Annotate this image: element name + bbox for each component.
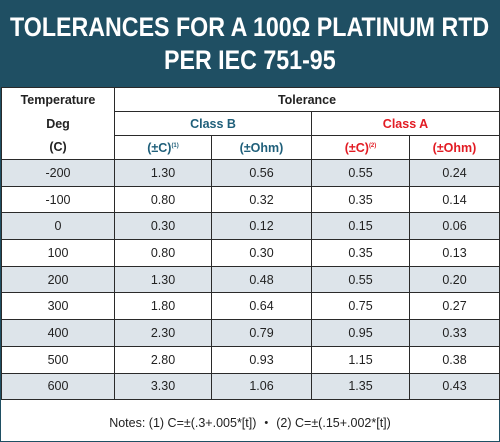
temperature-cell: 300	[1, 292, 115, 321]
class-a-ohm-cell: 0.43	[409, 372, 500, 401]
temperature-cell: 600	[1, 372, 115, 401]
class-b-celsius-cell: 2.30	[114, 319, 212, 347]
header-row-2: Deg Class B Class A	[1, 111, 500, 136]
class-a-celsius-cell: 1.35	[311, 372, 410, 401]
class-a-ohm-cell: 0.13	[409, 239, 500, 267]
class-a-ohm-cell: 0.24	[409, 159, 500, 187]
tolerance-table: Temperature Tolerance Deg Class B Class …	[1, 87, 500, 401]
class-a-celsius-cell: 0.15	[311, 212, 410, 241]
table-row: 500 2.80 0.93 1.15 0.38	[1, 345, 500, 374]
tolerance-header: Tolerance	[114, 87, 500, 112]
header-row-3: (C) (±C)(1) (±Ohm) (±C)(2) (±Ohm)	[1, 135, 500, 160]
class-b-celsius-cell: 1.80	[114, 292, 212, 321]
table-row: -200 1.30 0.56 0.55 0.24	[1, 159, 500, 187]
class-b-celsius-cell: 1.30	[114, 265, 212, 294]
temperature-cell: 100	[1, 239, 115, 267]
temperature-header-line-3: (C)	[1, 135, 115, 160]
temperature-cell: 200	[1, 265, 115, 294]
class-b-ohm-cell: 0.30	[211, 239, 312, 267]
temperature-cell: -100	[1, 185, 115, 214]
class-b-celsius-cell: 0.30	[114, 212, 212, 241]
title-line-2: PER IEC 751-95	[164, 45, 336, 75]
class-b-note-marker: (1)	[171, 142, 179, 149]
class-b-ohm-cell: 1.06	[211, 372, 312, 401]
class-b-celsius-cell: 1.30	[114, 159, 212, 187]
table-row: 0 0.30 0.12 0.15 0.06	[1, 212, 500, 241]
class-b-ohm-cell: 0.79	[211, 319, 312, 347]
class-a-ohm-cell: 0.14	[409, 185, 500, 214]
note-2: (2) C=±(.15+.002*[t])	[276, 416, 391, 430]
table-row: 100 0.80 0.30 0.35 0.13	[1, 239, 500, 267]
class-a-celsius-cell: 1.15	[311, 345, 410, 374]
table-notes: Notes: (1) C=±(.3+.005*[t]) • (2) C=±(.1…	[1, 405, 499, 441]
note-separator: •	[264, 417, 269, 429]
note-1: Notes: (1) C=±(.3+.005*[t])	[109, 416, 257, 430]
class-b-ohm-cell: 0.56	[211, 159, 312, 187]
class-a-ohm-cell: 0.27	[409, 292, 500, 321]
temperature-cell: -200	[1, 159, 115, 187]
class-a-ohm-cell: 0.38	[409, 345, 500, 374]
table-row: 200 1.30 0.48 0.55 0.20	[1, 265, 500, 294]
temperature-cell: 400	[1, 319, 115, 347]
class-b-ohm-cell: 0.32	[211, 185, 312, 214]
temperature-cell: 500	[1, 345, 115, 374]
temperature-header-line-2: Deg	[1, 111, 115, 136]
class-b-celsius-header: (±C)(1)	[114, 135, 212, 160]
temperature-cell: 0	[1, 212, 115, 241]
class-a-ohm-cell: 0.20	[409, 265, 500, 294]
title-banner: TOLERANCES FOR A 100Ω PLATINUM RTD PER I…	[1, 1, 499, 87]
table-row: 600 3.30 1.06 1.35 0.43	[1, 372, 500, 401]
class-b-celsius-cell: 0.80	[114, 239, 212, 267]
class-b-ohm-cell: 0.64	[211, 292, 312, 321]
table-row: 300 1.80 0.64 0.75 0.27	[1, 292, 500, 321]
class-b-celsius-cell: 3.30	[114, 372, 212, 401]
class-b-ohm-cell: 0.12	[211, 212, 312, 241]
class-a-ohm-header: (±Ohm)	[409, 135, 500, 160]
class-a-note-marker: (2)	[368, 142, 377, 149]
class-a-celsius-header: (±C)(2)	[311, 135, 410, 160]
class-b-ohm-cell: 0.93	[211, 345, 312, 374]
table-row: -100 0.80 0.32 0.35 0.14	[1, 185, 500, 214]
title-line-1: TOLERANCES FOR A 100Ω PLATINUM RTD	[10, 12, 490, 42]
class-a-celsius-cell: 0.55	[311, 265, 410, 294]
class-b-ohm-header: (±Ohm)	[211, 135, 312, 160]
header-row-1: Temperature Tolerance	[1, 87, 500, 112]
class-a-celsius-cell: 0.35	[311, 239, 410, 267]
table-row: 400 2.30 0.79 0.95 0.33	[1, 319, 500, 347]
class-b-ohm-cell: 0.48	[211, 265, 312, 294]
class-a-celsius-cell: 0.75	[311, 292, 410, 321]
class-b-celsius-cell: 0.80	[114, 185, 212, 214]
class-a-celsius-cell: 0.95	[311, 319, 410, 347]
class-a-header: Class A	[311, 111, 500, 136]
class-a-celsius-cell: 0.35	[311, 185, 410, 214]
class-a-celsius-label: (±C)	[344, 140, 369, 155]
temperature-header-line-1: Temperature	[1, 87, 115, 112]
class-a-ohm-cell: 0.33	[409, 319, 500, 347]
class-a-ohm-cell: 0.06	[409, 212, 500, 241]
class-b-header: Class B	[114, 111, 312, 136]
class-a-celsius-cell: 0.55	[311, 159, 410, 187]
class-b-celsius-cell: 2.80	[114, 345, 212, 374]
class-b-celsius-label: (±C)	[147, 140, 172, 155]
